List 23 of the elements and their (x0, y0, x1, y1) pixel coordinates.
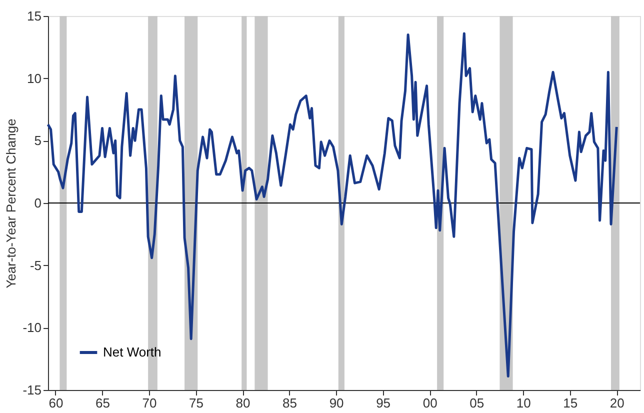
x-tick-label: 65 (96, 396, 110, 410)
x-tick-label: 05 (470, 396, 484, 410)
x-tick-label: 00 (422, 396, 438, 410)
y-tick-label: -10 (22, 320, 42, 336)
x-tick-label: 80 (236, 396, 250, 410)
y-tick-label: 15 (27, 8, 42, 24)
y-tick-label: 10 (27, 70, 42, 86)
legend-label: Net Worth (103, 344, 162, 360)
x-tick-label: 10 (516, 396, 531, 410)
y-tick-label: -5 (30, 258, 42, 273)
x-tick-label: 95 (376, 396, 391, 410)
y-axis-title: Year-to-Year Percent Change (4, 118, 19, 288)
line-series (46, 32, 618, 378)
y-tick-label: -15 (22, 382, 42, 398)
x-tick-label: 85 (282, 396, 298, 410)
y-tick-label: 5 (34, 133, 42, 148)
x-tick-label: 75 (189, 396, 204, 410)
x-tick-label: 70 (142, 396, 157, 410)
y-tick-label: 0 (34, 196, 42, 210)
x-tick-label: 90 (329, 396, 344, 410)
x-tick-label: 60 (48, 396, 64, 410)
x-tick-label: 15 (563, 396, 578, 410)
x-tick-label: 20 (610, 396, 624, 410)
